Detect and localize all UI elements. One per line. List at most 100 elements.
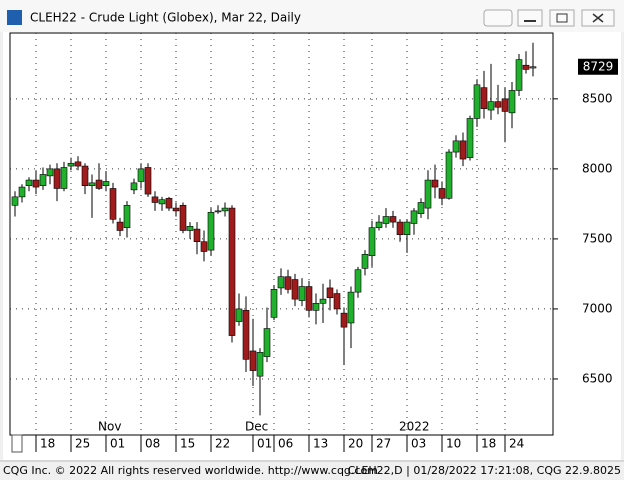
plot: 6500 7000 7500 8000 8500 18 25 01 Nov 08 15 22 01 Dec… — [10, 33, 618, 452]
candle-body — [396, 221, 404, 236]
candle-body — [284, 276, 292, 290]
x-tick-label: 06 — [278, 437, 293, 451]
candle-body — [347, 291, 355, 324]
candle-body — [249, 350, 257, 371]
app-icon — [7, 10, 22, 25]
candle-body — [445, 151, 453, 199]
candle-body — [11, 196, 19, 206]
candle-body — [144, 167, 152, 195]
candle-body — [74, 161, 82, 167]
y-tick-label: 7000 — [582, 301, 613, 315]
scroll-marker[interactable] — [11, 434, 23, 453]
candle-body — [319, 298, 327, 304]
candle-body — [88, 182, 96, 186]
candle-body — [214, 210, 222, 213]
last-price-box — [578, 58, 618, 75]
restore-button[interactable] — [549, 9, 575, 27]
x-tick-label: 27 — [376, 437, 391, 451]
candle-body — [438, 188, 446, 199]
x-tick-label: 25 — [75, 437, 90, 451]
candle-body — [326, 287, 334, 299]
candle-body — [403, 221, 411, 236]
y-tick-label: 6500 — [582, 371, 613, 385]
candle-body — [207, 211, 215, 251]
x-tick-label: 18 — [40, 437, 55, 451]
candle-body — [137, 168, 145, 182]
candle-body — [221, 207, 229, 212]
candle-body — [522, 64, 530, 70]
x-tick-label: 01 — [110, 437, 125, 451]
candle-body — [25, 179, 33, 186]
candle-body — [165, 197, 173, 209]
last-price-label: 8729 — [583, 59, 614, 73]
candle-body — [256, 352, 264, 377]
candle-body — [67, 162, 75, 167]
candle-body — [361, 254, 369, 269]
window-title: CLEH22 - Crude Light (Globex), Mar 22, D… — [30, 11, 301, 25]
candle-body — [32, 179, 40, 188]
candle-body — [179, 204, 187, 231]
candle-body — [95, 179, 103, 189]
candle-body — [389, 216, 397, 223]
month-label: Dec — [245, 420, 268, 434]
candle-body — [424, 179, 432, 209]
candle-body — [501, 98, 509, 112]
candle-body — [431, 179, 439, 188]
candle-body — [193, 228, 201, 243]
candle-body — [354, 269, 362, 293]
y-tick-label: 8000 — [582, 161, 613, 175]
y-tick-label: 7500 — [582, 231, 613, 245]
restore-icon — [556, 13, 568, 23]
month-label: Nov — [98, 420, 121, 434]
candle-body — [382, 216, 390, 224]
x-tick-label: 01 — [257, 437, 272, 451]
candle-body — [375, 221, 383, 228]
candle-body — [291, 279, 299, 300]
month-label: 2022 — [399, 420, 430, 434]
footer-right: CLEH22,D | 01/28/2022 17:21:08, CQG 22.9… — [348, 464, 621, 477]
candle-body — [529, 66, 537, 69]
x-tick-label: 24 — [509, 437, 524, 451]
candle-body — [46, 168, 54, 177]
candle-body — [53, 168, 61, 189]
candle-body — [473, 84, 481, 119]
candle-body — [109, 188, 117, 220]
plot-frame — [9, 32, 554, 436]
candle-body — [270, 289, 278, 318]
y-tick-label: 8500 — [582, 91, 613, 105]
candle-body — [466, 118, 474, 158]
candle-body — [452, 140, 460, 153]
candle-body — [312, 303, 320, 311]
candle-body — [263, 328, 271, 357]
candle-body — [228, 207, 236, 336]
x-tick-label: 10 — [446, 437, 461, 451]
candle-body — [277, 276, 285, 289]
candle-body — [39, 174, 47, 186]
candle-body — [151, 196, 159, 203]
candle-body — [508, 90, 516, 114]
candle-body — [60, 167, 68, 189]
candle-body — [235, 308, 243, 322]
candle-body — [480, 87, 488, 109]
x-tick-label: 03 — [411, 437, 426, 451]
candle-body — [494, 101, 502, 108]
candle-body — [18, 186, 26, 198]
candle-body — [515, 59, 523, 91]
candle-body — [186, 225, 194, 231]
candle-body — [172, 207, 180, 212]
x-tick-label: 08 — [145, 437, 160, 451]
candle-body — [116, 221, 124, 231]
x-tick-label: 18 — [481, 437, 496, 451]
x-tick-label: 20 — [348, 437, 363, 451]
candle-body — [487, 101, 495, 111]
candle-body — [459, 140, 467, 160]
link-button[interactable] — [483, 9, 513, 27]
candle-body — [305, 286, 313, 311]
candle-body — [123, 204, 131, 228]
minimize-button[interactable] — [517, 9, 543, 27]
x-tick-label: 13 — [313, 437, 328, 451]
footer-left: CQG Inc. © 2022 All rights reserved worl… — [3, 464, 378, 477]
candle-body — [410, 210, 418, 224]
candle-body — [333, 293, 341, 310]
